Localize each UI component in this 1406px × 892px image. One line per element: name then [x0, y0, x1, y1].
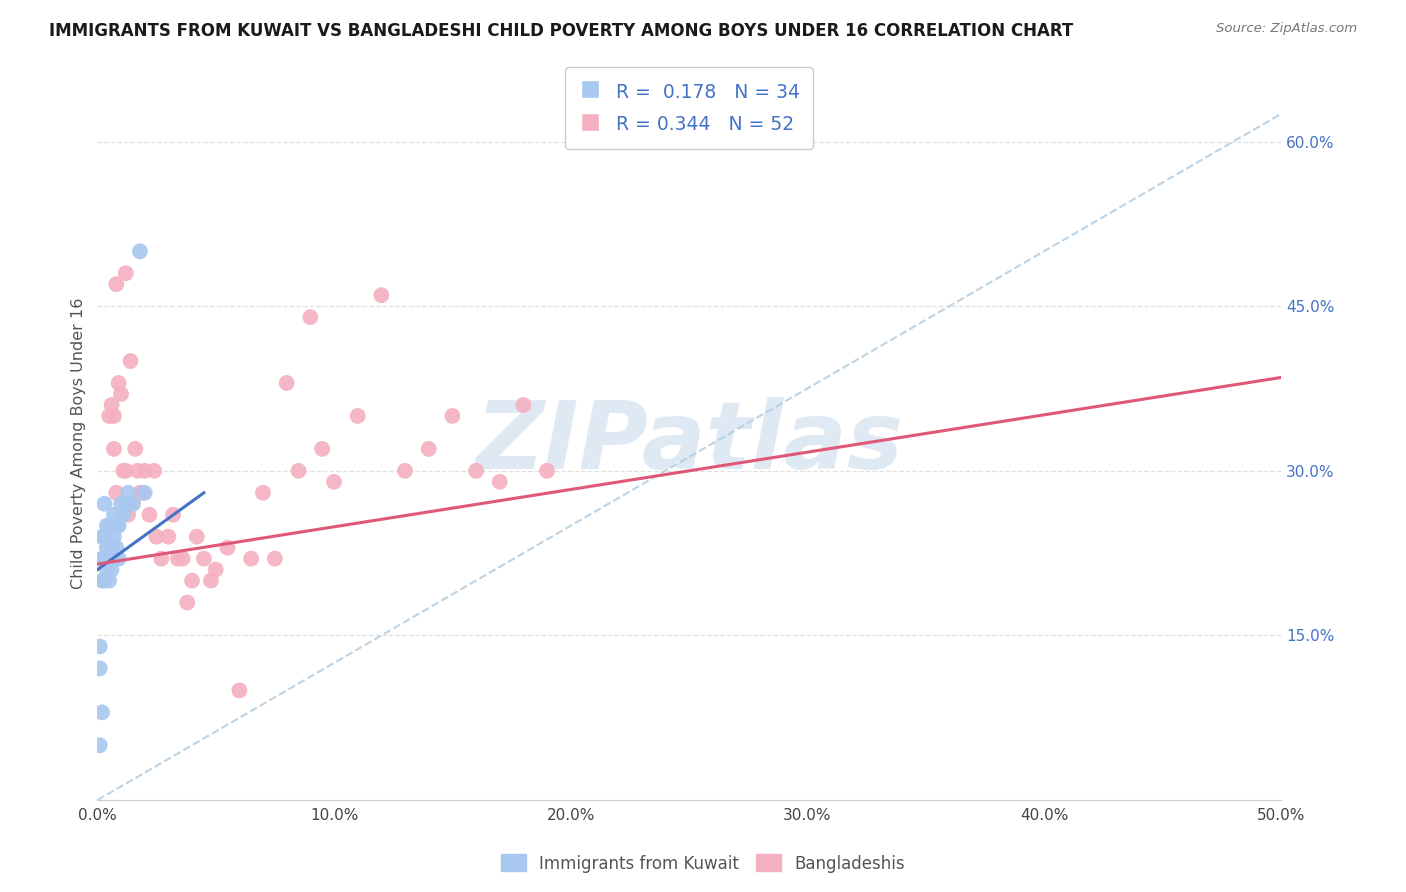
Point [98, 518, 121, 533]
Y-axis label: Child Poverty Among Boys Under 16: Child Poverty Among Boys Under 16 [72, 298, 86, 589]
Point [103, 551, 125, 566]
Point [117, 508, 139, 522]
Point [311, 442, 333, 456]
Point [110, 387, 132, 401]
Point [100, 563, 122, 577]
Point [418, 442, 440, 456]
Point [143, 464, 166, 478]
Point [96, 518, 118, 533]
Point [465, 464, 488, 478]
Point [138, 508, 160, 522]
Point [370, 288, 392, 302]
Point [89, 661, 111, 675]
Point [96, 541, 118, 555]
Point [172, 551, 194, 566]
Point [134, 485, 156, 500]
Point [121, 497, 143, 511]
Point [129, 244, 152, 259]
Point [117, 485, 139, 500]
Point [200, 574, 222, 588]
Text: Source: ZipAtlas.com: Source: ZipAtlas.com [1216, 22, 1357, 36]
Point [186, 530, 208, 544]
Point [98, 574, 121, 588]
Legend: Immigrants from Kuwait, Bangladeshis: Immigrants from Kuwait, Bangladeshis [495, 847, 911, 880]
Point [124, 442, 146, 456]
Point [129, 485, 152, 500]
Point [103, 508, 125, 522]
Point [114, 497, 136, 511]
Point [150, 551, 173, 566]
Point [323, 475, 346, 489]
Point [287, 464, 309, 478]
Point [114, 464, 136, 478]
Point [107, 551, 129, 566]
Point [93, 574, 115, 588]
Point [157, 530, 180, 544]
Point [107, 518, 129, 533]
Point [103, 530, 125, 544]
Point [105, 541, 128, 555]
Point [91, 551, 114, 566]
Point [193, 551, 215, 566]
Point [536, 464, 558, 478]
Point [166, 551, 188, 566]
Point [93, 497, 115, 511]
Point [103, 409, 125, 423]
Point [512, 398, 534, 412]
Point [441, 409, 464, 423]
Legend: R =  0.178   N = 34, R = 0.344   N = 52: R = 0.178 N = 34, R = 0.344 N = 52 [565, 68, 813, 149]
Point [105, 277, 128, 292]
Point [127, 464, 149, 478]
Point [263, 551, 285, 566]
Point [89, 738, 111, 752]
Point [204, 563, 226, 577]
Point [121, 497, 143, 511]
Point [91, 574, 114, 588]
Text: ZIPatlas: ZIPatlas [475, 397, 903, 490]
Point [105, 518, 128, 533]
Point [91, 706, 114, 720]
Text: IMMIGRANTS FROM KUWAIT VS BANGLADESHI CHILD POVERTY AMONG BOYS UNDER 16 CORRELAT: IMMIGRANTS FROM KUWAIT VS BANGLADESHI CH… [49, 22, 1073, 40]
Point [145, 530, 167, 544]
Point [217, 541, 239, 555]
Point [134, 464, 156, 478]
Point [100, 541, 122, 555]
Point [89, 640, 111, 654]
Point [181, 574, 204, 588]
Point [93, 551, 115, 566]
Point [91, 530, 114, 544]
Point [112, 464, 135, 478]
Point [114, 266, 136, 280]
Point [110, 497, 132, 511]
Point [276, 376, 298, 390]
Point [96, 563, 118, 577]
Point [176, 596, 198, 610]
Point [488, 475, 510, 489]
Point [228, 683, 250, 698]
Point [100, 518, 122, 533]
Point [299, 310, 322, 325]
Point [107, 376, 129, 390]
Point [131, 485, 153, 500]
Point [103, 442, 125, 456]
Point [98, 551, 121, 566]
Point [100, 398, 122, 412]
Point [240, 551, 263, 566]
Point [105, 485, 128, 500]
Point [98, 409, 121, 423]
Point [162, 508, 184, 522]
Point [252, 485, 274, 500]
Point [394, 464, 416, 478]
Point [120, 354, 142, 368]
Point [112, 508, 135, 522]
Point [346, 409, 368, 423]
Point [93, 530, 115, 544]
